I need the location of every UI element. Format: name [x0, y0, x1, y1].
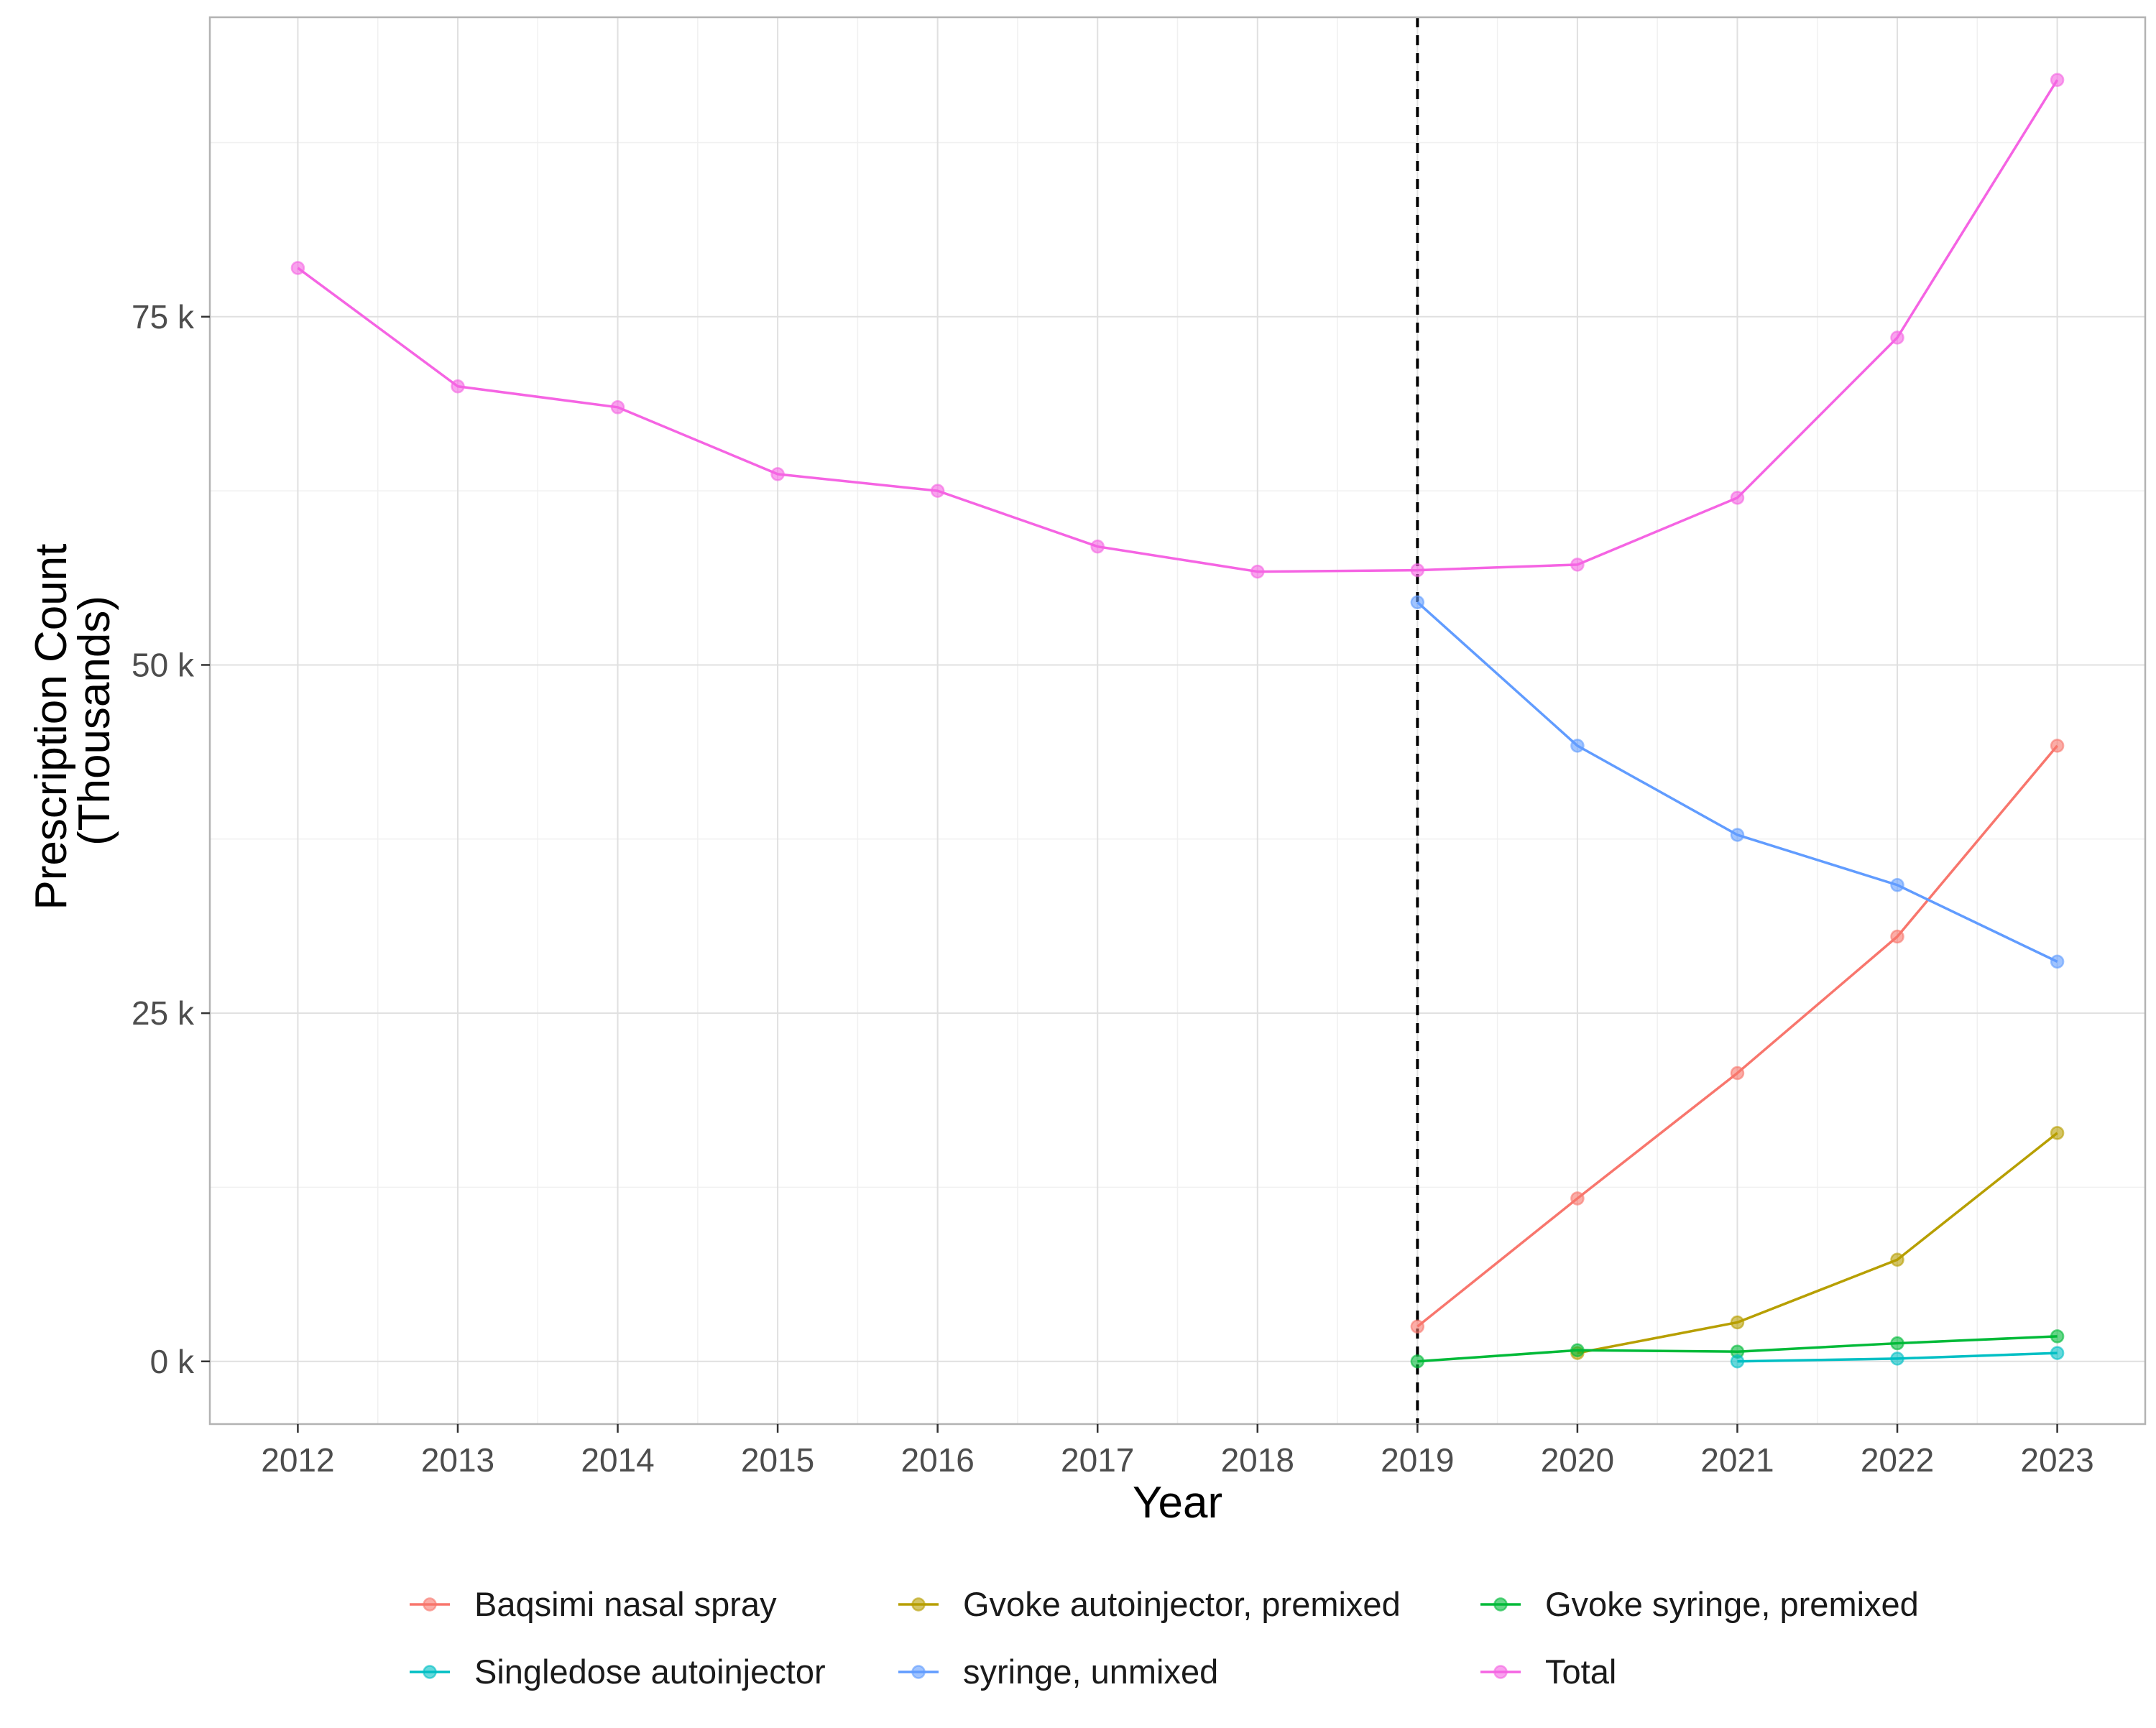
data-point [1090, 539, 1105, 554]
data-point [2050, 1329, 2065, 1344]
x-tick-label: 2019 [1381, 1441, 1454, 1479]
x-tick-label: 2018 [1221, 1441, 1294, 1479]
axes: 0 k 25 k 50 k 75 k 2012 2013 2014 2015 2016 2017 2… [132, 298, 2094, 1479]
legend-item-0: Baqsimi nasal spray [410, 1585, 777, 1623]
series-group [290, 73, 2065, 1369]
x-tick-label: 2017 [1061, 1441, 1134, 1479]
data-point [1890, 929, 1904, 944]
legend-label: Gvoke syringe, premixed [1545, 1585, 1919, 1623]
data-point [1730, 1066, 1745, 1081]
data-point [2050, 1346, 2065, 1360]
data-point [610, 400, 625, 415]
series-0 [1410, 739, 2065, 1334]
legend-label: Baqsimi nasal spray [474, 1585, 777, 1623]
x-tick-label: 2015 [741, 1441, 814, 1479]
y-tick-label: 75 k [132, 298, 195, 336]
x-tick-label: 2013 [421, 1441, 494, 1479]
data-point [1250, 564, 1265, 579]
legend-label: Singledose autoinjector [474, 1653, 826, 1691]
legend-item-1: Gvoke autoinjector, premixed [898, 1585, 1401, 1623]
data-point [2050, 954, 2065, 969]
x-tick-label: 2020 [1541, 1441, 1614, 1479]
legend-key-point [423, 1665, 437, 1679]
data-point [1730, 1315, 1745, 1330]
series-line [1577, 1132, 2058, 1354]
x-tick-label: 2014 [581, 1441, 654, 1479]
data-point [1410, 595, 1425, 609]
data-point [1890, 331, 1904, 345]
legend-key-point [423, 1597, 437, 1612]
data-point [1730, 1354, 1745, 1369]
panel-border [208, 16, 2147, 1426]
legend-key-point [911, 1597, 926, 1612]
data-point [1410, 1319, 1425, 1334]
series-line [297, 79, 2059, 573]
series-5 [290, 73, 2065, 579]
legend-key-point [1493, 1665, 1508, 1679]
data-point [1890, 1336, 1904, 1351]
x-tick-label: 2016 [900, 1441, 974, 1479]
legend-key-point [1493, 1597, 1508, 1612]
data-point [1730, 828, 1745, 842]
y-axis-title-line-2: (Thousands) [70, 596, 119, 846]
data-point [1410, 1354, 1425, 1369]
y-axis-title: Prescription Count (Thousands) [27, 531, 119, 910]
data-point [2050, 73, 2065, 87]
legend-label: Total [1545, 1653, 1616, 1691]
legend: Baqsimi nasal spray Gvoke autoinjector, p… [410, 1585, 1919, 1691]
data-point [1730, 491, 1745, 505]
data-point [1890, 1252, 1904, 1267]
data-point [770, 467, 785, 481]
legend-label: syringe, unmixed [963, 1653, 1218, 1691]
legend-key-point [911, 1665, 926, 1679]
data-point [1570, 739, 1585, 753]
series-4 [1410, 595, 2065, 969]
legend-item-4: syringe, unmixed [898, 1653, 1218, 1691]
data-point [1890, 1352, 1904, 1366]
data-point [1570, 1343, 1585, 1358]
legend-item-5: Total [1480, 1653, 1616, 1691]
y-tick-label: 0 k [150, 1343, 195, 1380]
data-point [2050, 739, 2065, 753]
data-point [1570, 558, 1585, 572]
y-axis-title-line-1: Prescription Count [27, 544, 76, 910]
x-tick-label: 2012 [261, 1441, 334, 1479]
y-tick-label: 50 k [132, 646, 195, 683]
x-axis-title: Year [1133, 1478, 1222, 1528]
x-tick-label: 2023 [2020, 1441, 2093, 1479]
series-3 [1730, 1346, 2065, 1369]
y-tick-label: 25 k [132, 994, 195, 1032]
data-point [1410, 563, 1425, 578]
x-tick-label: 2021 [1700, 1441, 1774, 1479]
data-point [2050, 1126, 2065, 1140]
data-point [451, 379, 465, 394]
data-point [290, 261, 305, 275]
legend-item-2: Gvoke syringe, premixed [1480, 1585, 1919, 1623]
data-point [1570, 1191, 1585, 1206]
grid [210, 17, 2145, 1424]
legend-item-3: Singledose autoinjector [410, 1653, 826, 1691]
data-point [930, 484, 945, 498]
x-tick-label: 2022 [1861, 1441, 1934, 1479]
legend-label: Gvoke autoinjector, premixed [963, 1585, 1401, 1623]
data-point [1890, 878, 1904, 892]
series-2 [1410, 1329, 2065, 1369]
